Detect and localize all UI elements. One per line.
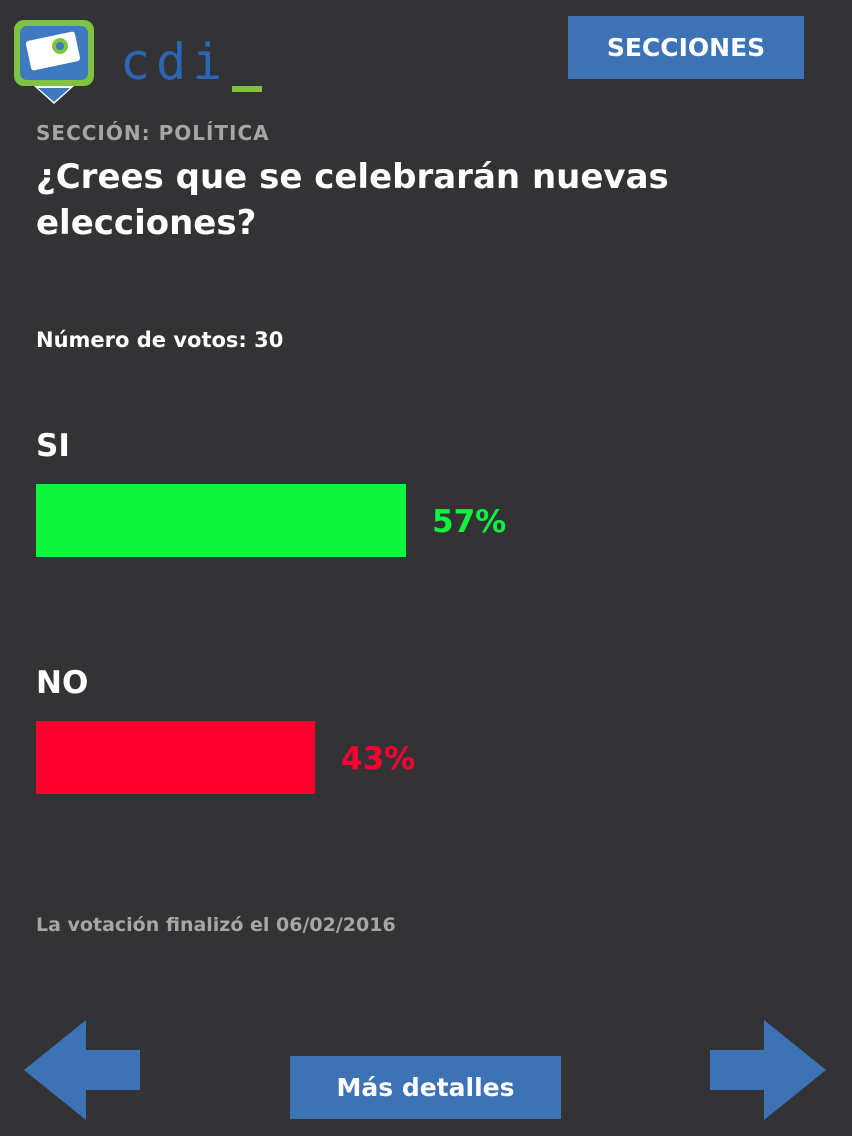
previous-button[interactable] — [24, 1020, 140, 1120]
poll-question: ¿Crees que se celebrarán nuevas eleccion… — [36, 157, 669, 243]
logo-cursor — [232, 86, 262, 92]
section-label: SECCIÓN: POLÍTICA — [36, 121, 270, 145]
cdi-logo[interactable]: cdi — [12, 18, 262, 108]
result-bar-si — [36, 484, 406, 557]
more-details-button[interactable]: Más detalles — [290, 1056, 561, 1119]
option-label-si: SI — [36, 428, 70, 464]
logo-text: cdi — [120, 33, 229, 91]
percent-no: 43% — [341, 741, 416, 777]
next-button[interactable] — [710, 1020, 826, 1120]
poll-ended-note: La votación finalizó el 06/02/2016 — [36, 914, 396, 936]
vote-count: Número de votos: 30 — [36, 328, 284, 352]
arrow-left-icon — [24, 1020, 140, 1120]
option-label-no: NO — [36, 665, 89, 701]
logo-mark-icon — [14, 20, 94, 104]
arrow-right-icon — [710, 1020, 826, 1120]
result-bar-no — [36, 721, 315, 794]
percent-si: 57% — [432, 504, 507, 540]
sections-button[interactable]: SECCIONES — [568, 16, 804, 79]
